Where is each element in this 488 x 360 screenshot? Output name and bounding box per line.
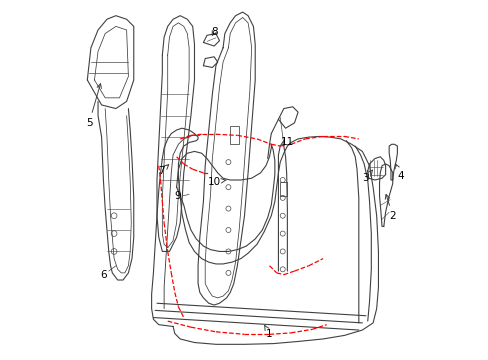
Text: 9: 9 bbox=[174, 191, 180, 201]
Text: 6: 6 bbox=[100, 270, 106, 280]
Text: 7: 7 bbox=[158, 165, 168, 176]
Text: 8: 8 bbox=[210, 27, 217, 37]
Text: 2: 2 bbox=[385, 194, 395, 221]
Text: 3: 3 bbox=[362, 170, 372, 183]
Text: 5: 5 bbox=[85, 84, 101, 128]
Text: 4: 4 bbox=[394, 164, 404, 181]
Text: 1: 1 bbox=[264, 325, 272, 339]
Text: 10: 10 bbox=[207, 177, 226, 187]
Text: 11: 11 bbox=[280, 138, 293, 148]
